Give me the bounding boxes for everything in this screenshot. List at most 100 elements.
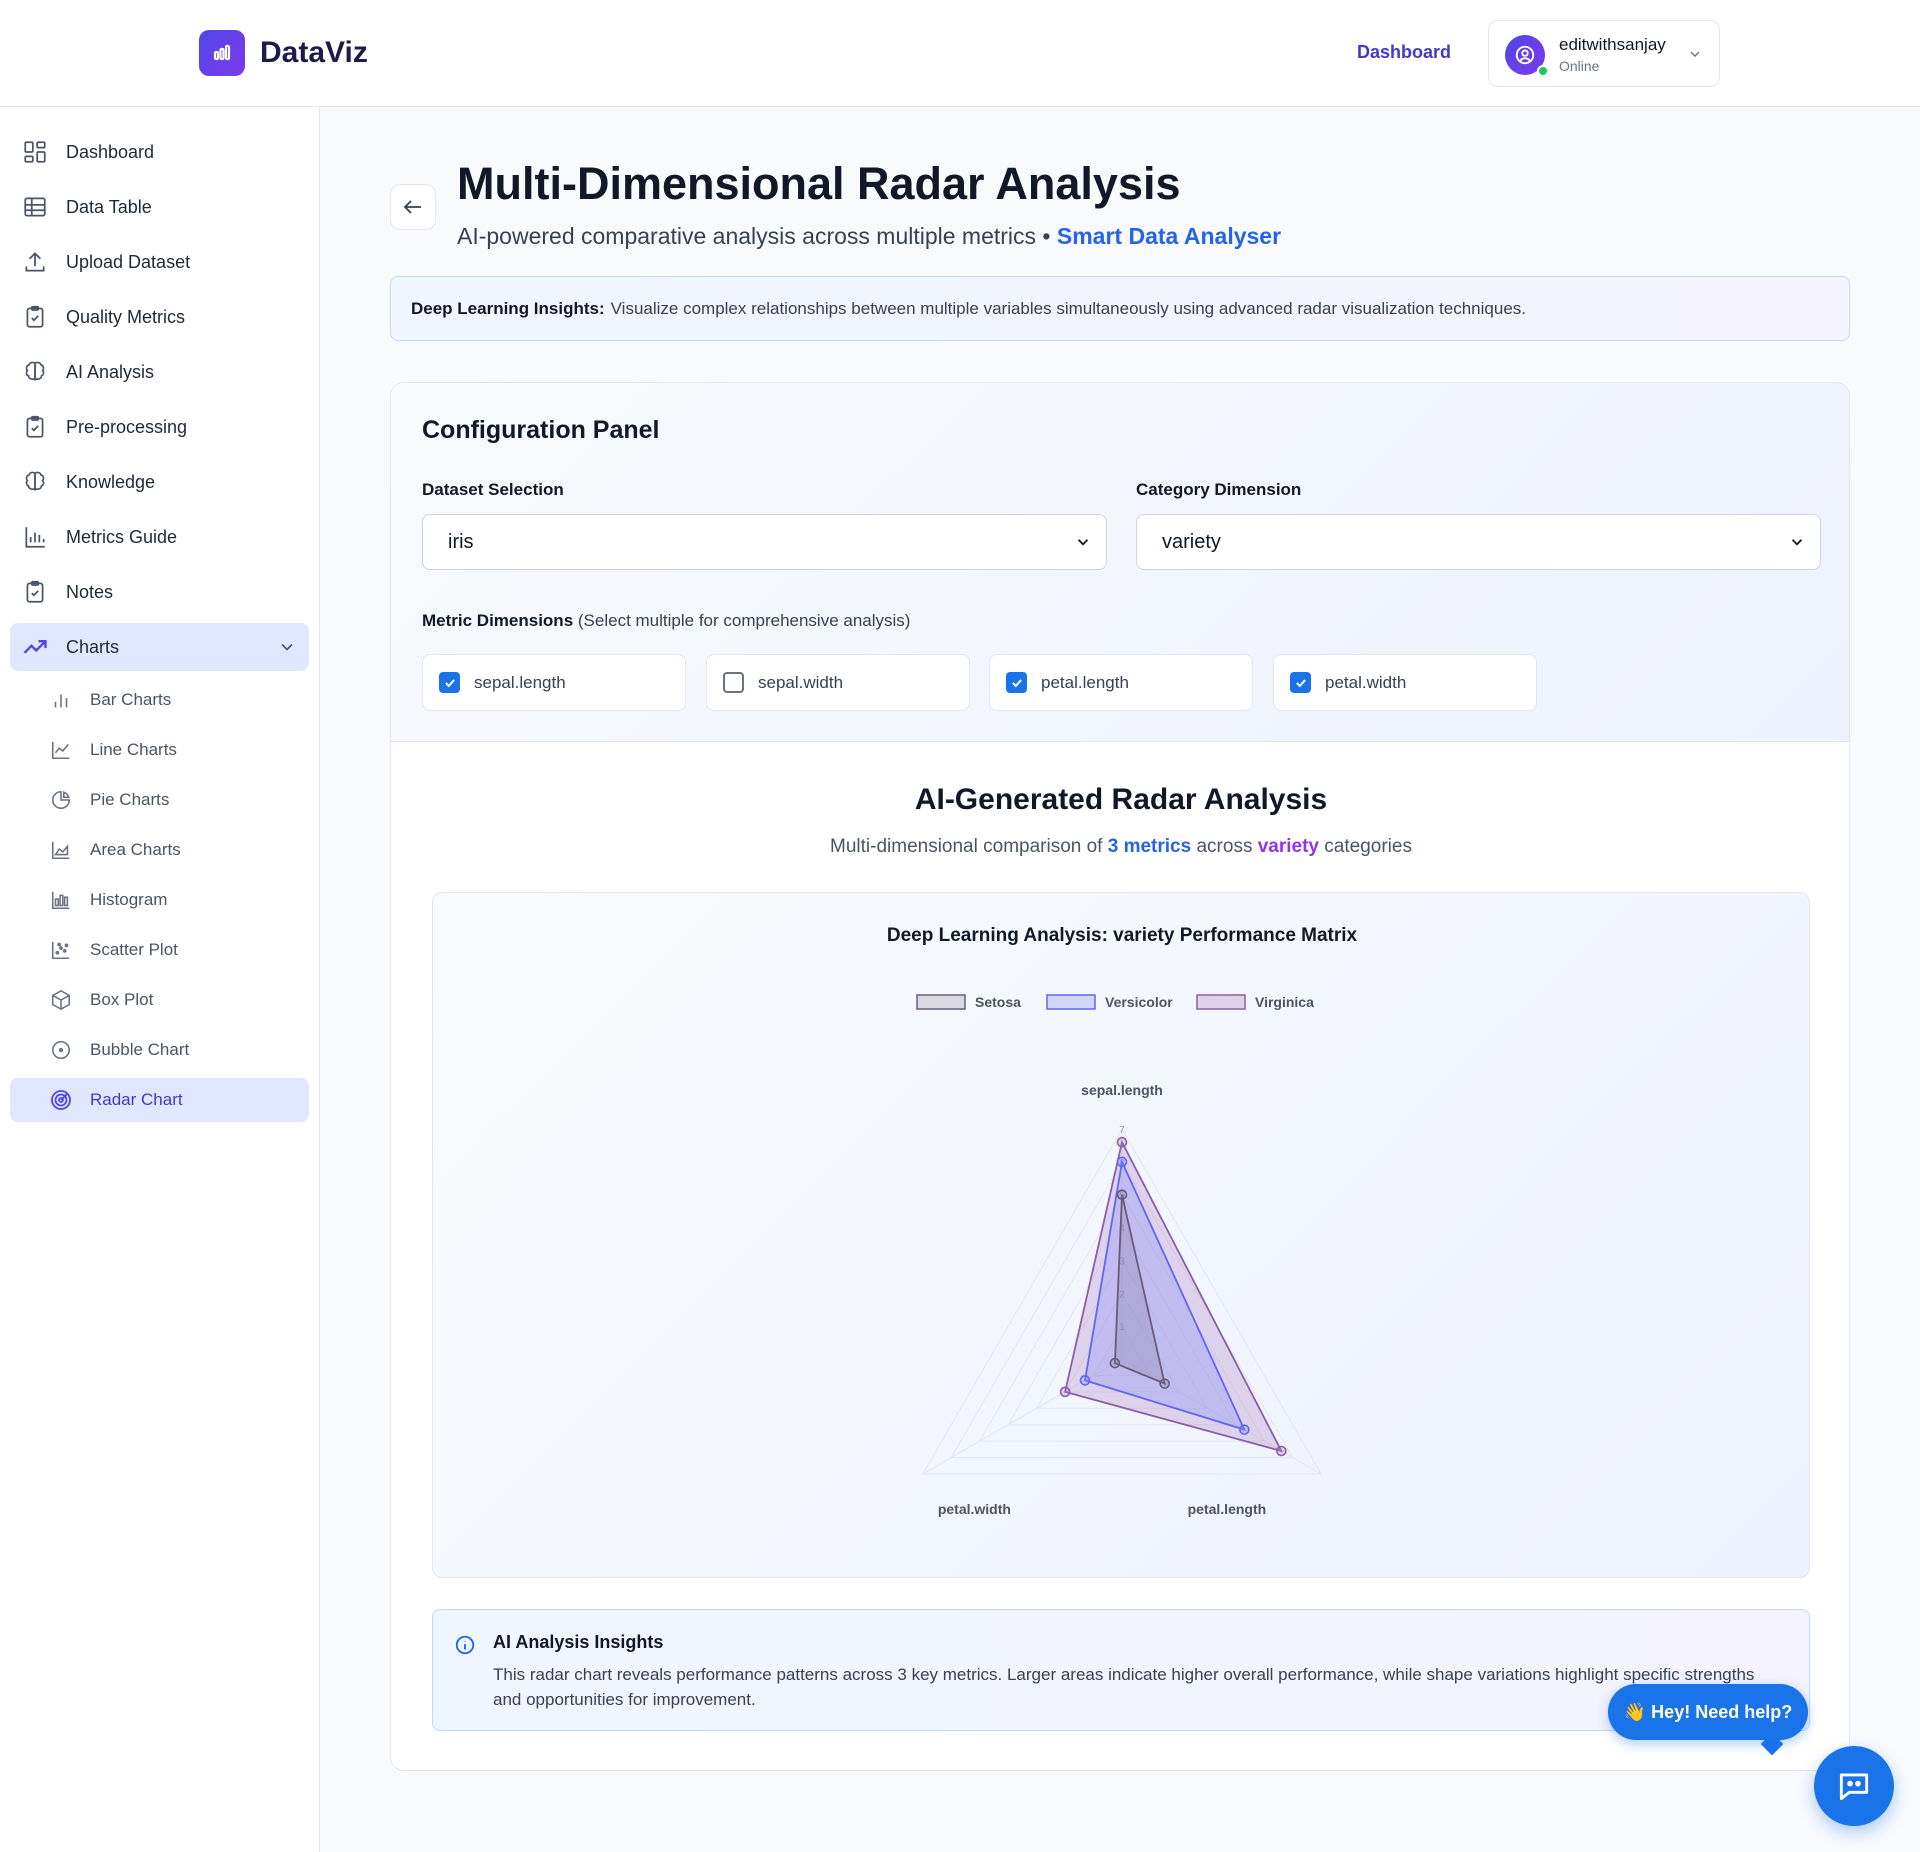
grid-icon bbox=[21, 138, 49, 166]
sidebar-item-label: Charts bbox=[66, 636, 120, 657]
ai-insights-box: AI Analysis Insights This radar chart re… bbox=[432, 1609, 1810, 1731]
page-subtitle: AI-powered comparative analysis across m… bbox=[457, 223, 1281, 250]
legend-label: Virginica bbox=[1255, 994, 1314, 1010]
grid-spoke bbox=[1121, 1358, 1322, 1475]
sidebar-subitem-label: Line Charts bbox=[90, 740, 177, 759]
data-point bbox=[1276, 1445, 1287, 1457]
arrow-left-icon bbox=[403, 200, 421, 214]
notice-title: Deep Learning Insights: bbox=[411, 298, 605, 318]
sidebar-item-ai-analysis[interactable]: AI Analysis bbox=[10, 348, 309, 396]
upload-icon bbox=[21, 248, 49, 276]
category-select[interactable]: variety bbox=[1136, 514, 1821, 570]
checkbox-checked-icon[interactable] bbox=[1006, 672, 1027, 693]
chevron-down-icon bbox=[1687, 46, 1703, 67]
clipboard-check-icon bbox=[21, 303, 49, 331]
sidebar-item-notes[interactable]: Notes bbox=[10, 568, 309, 616]
series-area bbox=[1083, 1158, 1247, 1432]
help-bubble[interactable]: 👋 Hey! Need help? bbox=[1608, 1684, 1808, 1740]
data-point bbox=[1109, 1357, 1121, 1369]
series-area bbox=[1113, 1194, 1166, 1386]
grid-ring bbox=[921, 1128, 1323, 1475]
histogram-icon bbox=[48, 887, 74, 913]
sidebar-item-data-table[interactable]: Data Table bbox=[10, 183, 309, 231]
results-sub-metrics: 3 metrics bbox=[1107, 836, 1192, 857]
chat-button[interactable] bbox=[1814, 1746, 1894, 1826]
metric-checkbox-sepal-width[interactable]: sepal.width bbox=[706, 654, 970, 711]
tick-label: 4 bbox=[1119, 1224, 1125, 1235]
legend-label: Setosa bbox=[975, 994, 1021, 1010]
sidebar-subitem-label: Box Plot bbox=[90, 990, 154, 1009]
sidebar-item-pre-processing[interactable]: Pre-processing bbox=[10, 403, 309, 451]
axis-label: sepal.length bbox=[1081, 1082, 1163, 1098]
radar-chart-container: Deep Learning Analysis: variety Performa… bbox=[432, 892, 1810, 1578]
sidebar-item-dashboard[interactable]: Dashboard bbox=[10, 128, 309, 176]
metric-checkbox-petal-length[interactable]: petal.length bbox=[989, 654, 1253, 711]
trending-up-icon bbox=[21, 633, 49, 661]
sidebar-subitem-scatter-plot[interactable]: Scatter Plot bbox=[10, 928, 309, 972]
sidebar-subitem-label: Histogram bbox=[90, 890, 168, 909]
metric-dimensions-title: Metric Dimensions bbox=[422, 611, 574, 630]
chart-title: Deep Learning Analysis: variety Performa… bbox=[887, 925, 1358, 946]
metric-checkbox-sepal-length[interactable]: sepal.length bbox=[422, 654, 686, 711]
header-dashboard-link[interactable]: Dashboard bbox=[1357, 42, 1452, 62]
brain-icon bbox=[21, 468, 49, 496]
clipboard-check-icon bbox=[21, 413, 49, 441]
axis-label: petal.width bbox=[938, 1501, 1011, 1517]
checkbox-checked-icon[interactable] bbox=[1290, 672, 1311, 693]
metric-checkbox-petal-width[interactable]: petal.width bbox=[1273, 654, 1537, 711]
page-subtitle-brand: Smart Data Analyser bbox=[1056, 223, 1282, 249]
checkbox-checked-icon[interactable] bbox=[439, 672, 460, 693]
legend-swatch bbox=[916, 994, 966, 1010]
dataset-label: Dataset Selection bbox=[422, 480, 564, 499]
data-point bbox=[1116, 1156, 1128, 1168]
sidebar-item-knowledge[interactable]: Knowledge bbox=[10, 458, 309, 506]
sidebar-item-label: Dashboard bbox=[66, 141, 155, 162]
dataset-select[interactable]: iris bbox=[422, 514, 1107, 570]
results-sub-category: variety bbox=[1257, 836, 1320, 857]
table-icon bbox=[21, 193, 49, 221]
sidebar-item-label: Pre-processing bbox=[66, 416, 188, 437]
sidebar-item-metrics-guide[interactable]: Metrics Guide bbox=[10, 513, 309, 561]
sidebar-subitem-area-charts[interactable]: Area Charts bbox=[10, 828, 309, 872]
metric-checkbox-label: sepal.length bbox=[474, 672, 566, 692]
tick-label: 7 bbox=[1119, 1125, 1125, 1136]
insights-notice: Deep Learning Insights: Visualize comple… bbox=[390, 276, 1850, 341]
grid-ring bbox=[950, 1160, 1294, 1459]
sidebar-subitem-radar-chart[interactable]: Radar Chart bbox=[10, 1078, 309, 1122]
sidebar-subitem-label: Radar Chart bbox=[90, 1090, 183, 1109]
chevron-down-icon bbox=[1074, 533, 1092, 557]
sidebar-subitem-box-plot[interactable]: Box Plot bbox=[10, 978, 309, 1022]
results-subtitle: Multi-dimensional comparison of 3 metric… bbox=[391, 836, 1849, 858]
page-subtitle-text: AI-powered comparative analysis across m… bbox=[457, 223, 1051, 249]
results-sub-post: categories bbox=[1324, 836, 1412, 857]
sidebar-item-upload-dataset[interactable]: Upload Dataset bbox=[10, 238, 309, 286]
radar-icon bbox=[48, 1087, 74, 1113]
sidebar-item-label: Metrics Guide bbox=[66, 526, 178, 547]
app-logo[interactable]: DataViz bbox=[199, 30, 368, 76]
line-chart-icon bbox=[48, 737, 74, 763]
user-menu[interactable]: editwithsanjay Online bbox=[1488, 20, 1720, 87]
results-title: AI-Generated Radar Analysis bbox=[914, 783, 1328, 816]
info-icon bbox=[454, 1634, 476, 1661]
sidebar-item-label: Notes bbox=[66, 581, 114, 602]
pie-chart-icon bbox=[48, 787, 74, 813]
insights-text: This radar chart reveals performance pat… bbox=[493, 1665, 1755, 1709]
sidebar-subitem-histogram[interactable]: Histogram bbox=[10, 878, 309, 922]
sidebar-subitem-pie-charts[interactable]: Pie Charts bbox=[10, 778, 309, 822]
sidebar-subitem-bar-charts[interactable]: Bar Charts bbox=[10, 678, 309, 722]
chevron-down-icon bbox=[277, 637, 297, 662]
back-button[interactable] bbox=[390, 184, 436, 230]
grid-ring bbox=[1092, 1325, 1152, 1376]
checkbox-unchecked-icon[interactable] bbox=[723, 672, 744, 693]
area-chart-icon bbox=[48, 837, 74, 863]
sidebar-subitem-line-charts[interactable]: Line Charts bbox=[10, 728, 309, 772]
sidebar-item-charts[interactable]: Charts bbox=[10, 623, 309, 671]
sidebar-subitem-label: Bubble Chart bbox=[90, 1040, 190, 1059]
sidebar-subitem-bubble-chart[interactable]: Bubble Chart bbox=[10, 1028, 309, 1072]
sidebar-item-label: Upload Dataset bbox=[66, 251, 191, 272]
sidebar-item-quality-metrics[interactable]: Quality Metrics bbox=[10, 293, 309, 341]
configuration-panel: Configuration Panel Dataset Selection ir… bbox=[391, 383, 1849, 742]
sidebar-subitem-label: Bar Charts bbox=[90, 690, 172, 709]
data-point bbox=[1079, 1375, 1091, 1386]
config-title: Configuration Panel bbox=[422, 416, 660, 444]
